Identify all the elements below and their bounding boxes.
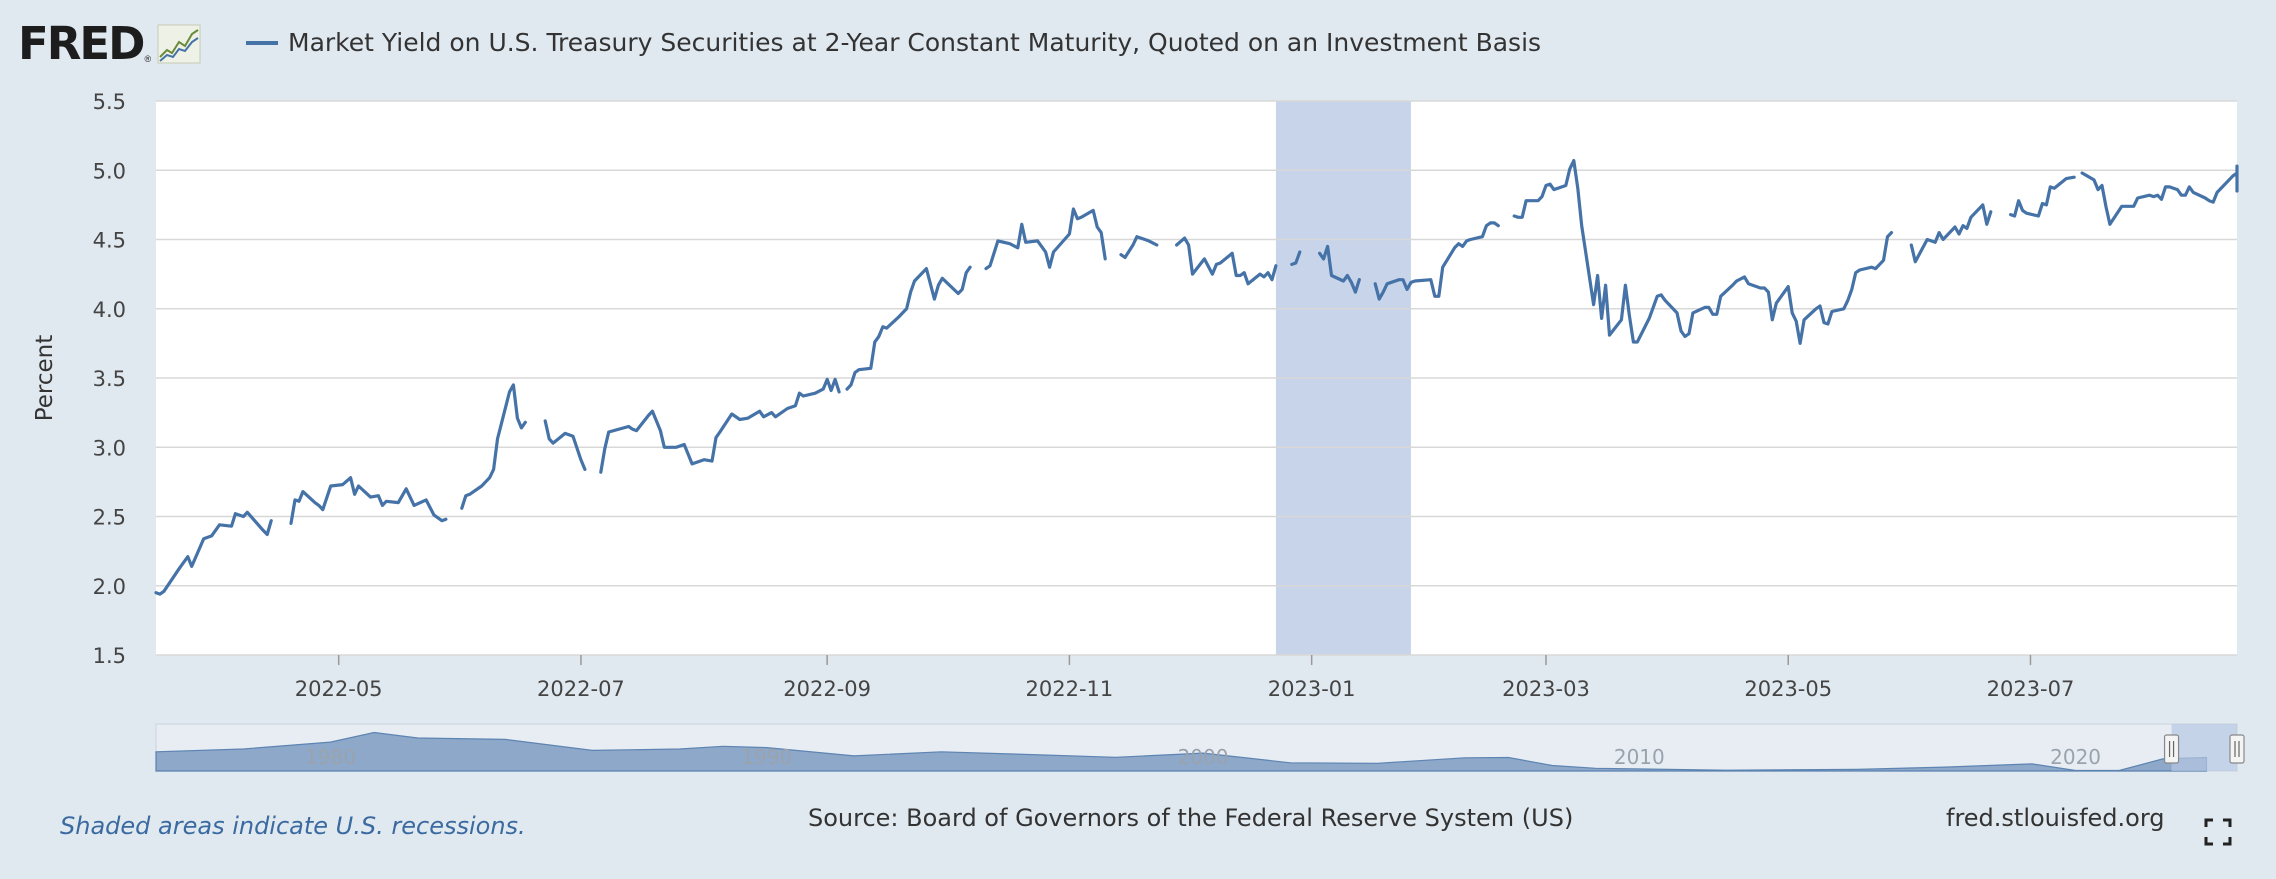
series-line-segment [1174, 236, 1278, 286]
navigator-selection [2171, 724, 2237, 771]
source-citation: Source: Board of Governors of the Federa… [808, 804, 1574, 832]
series-line-segment [2008, 175, 2076, 218]
series-line-segment [460, 383, 527, 510]
navigator-year-label: 2000 [1178, 745, 1229, 769]
x-tick-label: 2022-11 [1026, 677, 1114, 701]
series-line-segment [289, 476, 448, 526]
series-line-segment [599, 377, 841, 474]
series-line-segment [2080, 164, 2239, 226]
navigator-left-handle[interactable] [2163, 734, 2180, 764]
x-tick-label: 2022-09 [783, 677, 871, 701]
y-tick-label: 1.5 [93, 644, 126, 668]
y-tick-label: 5.5 [93, 90, 126, 114]
y-tick-label: 4.0 [93, 298, 126, 322]
fullscreen-icon[interactable] [2204, 818, 2232, 846]
recession-note: Shaded areas indicate U.S. recessions. [60, 812, 526, 840]
y-tick-label: 3.0 [93, 436, 126, 460]
series-line-segment [1909, 203, 1993, 264]
series-line-segment [1119, 235, 1159, 260]
series-line-segment [1290, 250, 1302, 266]
navigator-year-label: 1980 [305, 745, 356, 769]
fred-logo[interactable]: FRED ® [18, 20, 201, 68]
x-tick-label: 2023-05 [1744, 677, 1832, 701]
series-line-segment [1373, 221, 1500, 301]
navigator-year-label: 2010 [1614, 745, 1665, 769]
y-tick-label: 5.0 [93, 159, 126, 183]
y-tick-label: 4.5 [93, 229, 126, 253]
x-tick-label: 2023-03 [1502, 677, 1590, 701]
x-tick-label: 2023-07 [1987, 677, 2075, 701]
navigator-year-label: 1990 [741, 745, 792, 769]
site-link[interactable]: fred.stlouisfed.org [1946, 804, 2165, 832]
series-line-segment [1317, 244, 1361, 294]
x-tick-label: 2023-01 [1268, 677, 1356, 701]
x-tick-label: 2022-07 [537, 677, 625, 701]
series-line-segment [1512, 159, 1894, 345]
series-line-segment [154, 510, 273, 596]
chart-title: Market Yield on U.S. Treasury Securities… [288, 28, 1542, 57]
series-line-segment [543, 419, 587, 471]
navigator-year-label: 2020 [2050, 745, 2101, 769]
navigator-area [155, 731, 2208, 772]
y-tick-label: 2.5 [93, 506, 126, 530]
y-axis-label: Percent [32, 335, 58, 422]
legend-series-line [246, 41, 278, 45]
series-line-segment [984, 207, 1107, 271]
series-line-segment [845, 265, 972, 391]
logo-trademark: ® [144, 54, 152, 64]
chart-header: FRED ® Market Yield on U.S. Treasury Sec… [0, 0, 2276, 90]
y-tick-label: 3.5 [93, 367, 126, 391]
chart-area: 1.5 2.0 2.5 3.0 3.5 4.0 4.5 5.0 5.5 2022-05 2022-… [32, 90, 2245, 772]
x-tick-label: 2022-05 [295, 677, 383, 701]
chart-trend-icon [157, 24, 201, 64]
navigator-right-handle[interactable] [2229, 734, 2245, 764]
y-tick-label: 2.0 [93, 575, 126, 599]
logo-text: FRED [18, 17, 145, 70]
